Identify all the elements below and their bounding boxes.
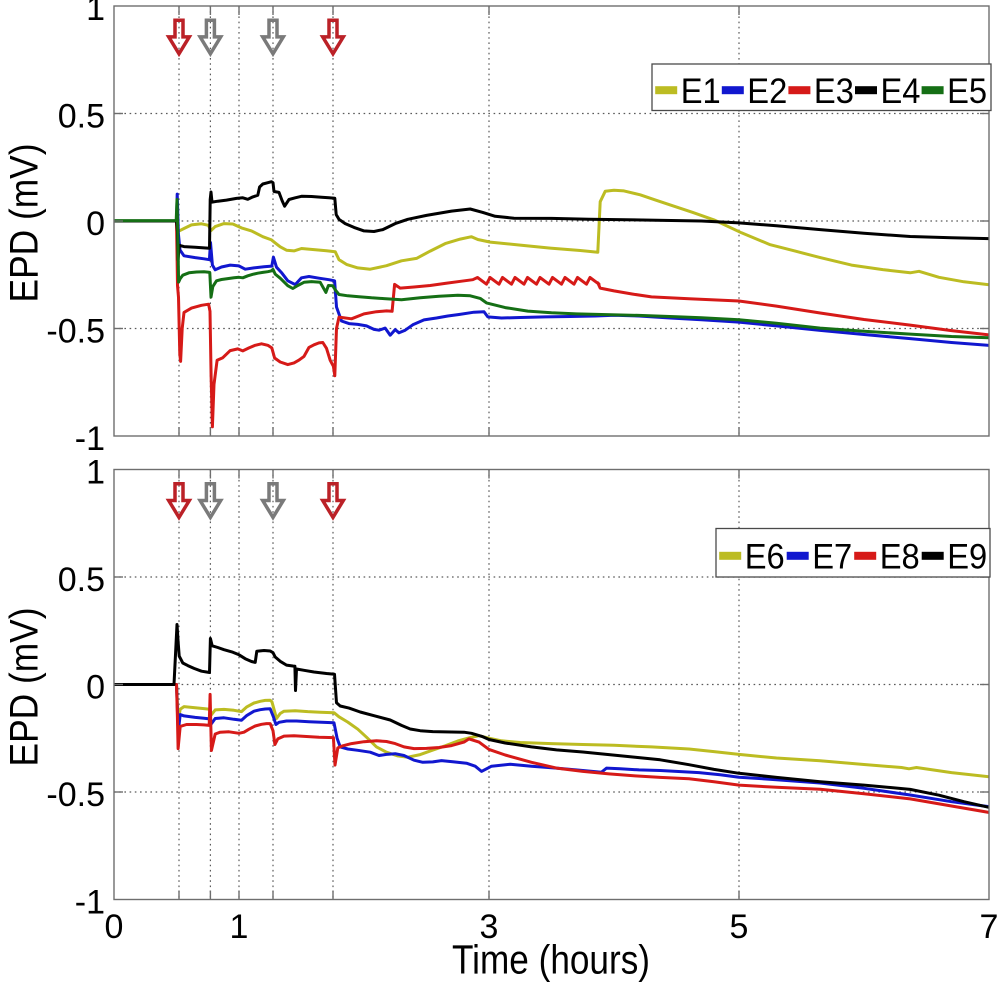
svg-text:5: 5	[730, 908, 749, 946]
svg-text:1: 1	[86, 0, 105, 28]
svg-text:-0.5: -0.5	[46, 313, 105, 351]
svg-text:1: 1	[86, 454, 105, 492]
svg-text:E1: E1	[681, 72, 721, 111]
svg-text:E6: E6	[745, 538, 785, 577]
svg-text:Time (hours): Time (hours)	[452, 937, 650, 983]
svg-text:EPD (mV): EPD (mV)	[3, 608, 47, 767]
svg-text:E7: E7	[812, 538, 852, 577]
svg-text:0: 0	[105, 908, 124, 946]
svg-text:E4: E4	[881, 72, 921, 111]
svg-text:7: 7	[980, 908, 999, 946]
svg-text:0: 0	[86, 669, 105, 707]
svg-text:0.5: 0.5	[58, 561, 105, 599]
svg-text:E5: E5	[947, 72, 987, 111]
svg-text:EPD (mV): EPD (mV)	[3, 144, 47, 303]
svg-text:0: 0	[86, 205, 105, 243]
svg-text:0.5: 0.5	[58, 98, 105, 136]
svg-text:-0.5: -0.5	[46, 776, 105, 814]
svg-text:E9: E9	[947, 538, 987, 577]
svg-text:E8: E8	[880, 538, 920, 577]
svg-text:E2: E2	[747, 72, 787, 111]
svg-text:-1: -1	[75, 884, 105, 922]
svg-text:3: 3	[480, 908, 499, 946]
svg-text:-1: -1	[75, 420, 105, 458]
svg-text:E3: E3	[814, 72, 854, 111]
svg-text:1: 1	[230, 908, 249, 946]
